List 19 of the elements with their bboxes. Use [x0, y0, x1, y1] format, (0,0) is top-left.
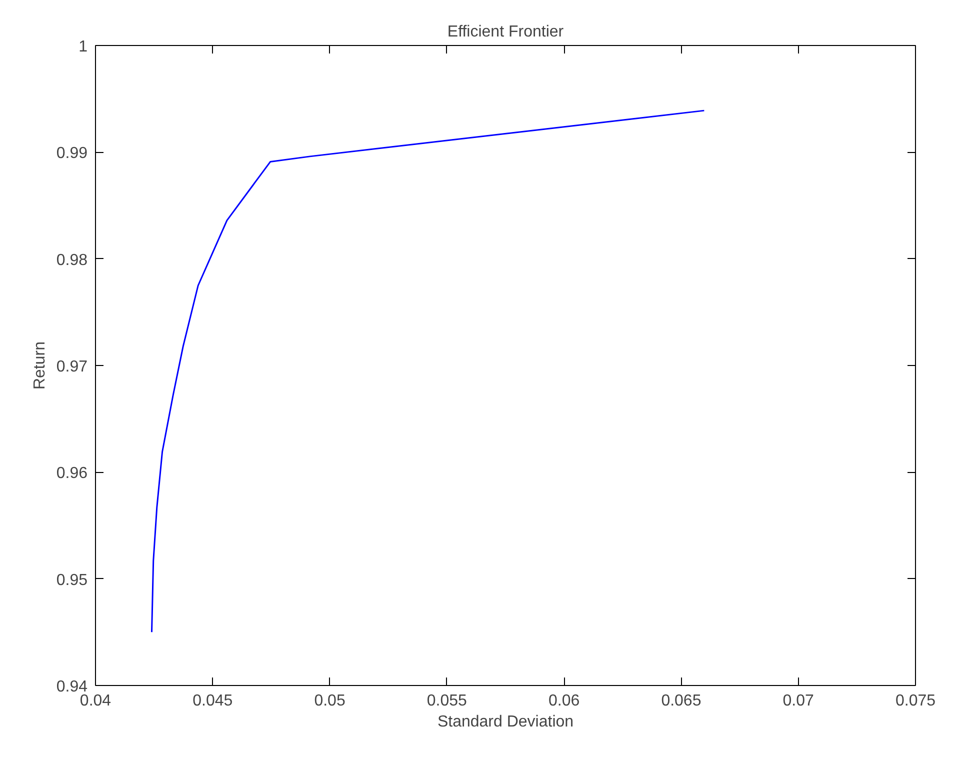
- y-tick-label: 1: [78, 38, 88, 56]
- y-tick-label: 0.96: [56, 465, 88, 482]
- y-axis-title: Return: [31, 341, 48, 390]
- x-tick-label: 0.045: [192, 692, 233, 710]
- x-tick-label: 0.07: [782, 692, 814, 710]
- x-tick-label: 0.055: [426, 692, 468, 710]
- line-series: [150, 110, 705, 633]
- y-tick-label: 0.99: [56, 145, 88, 162]
- y-tick-label: 0.94: [56, 678, 88, 696]
- x-tick-label: 0.06: [548, 692, 580, 710]
- x-tick-label: 0.065: [661, 692, 702, 710]
- x-axis-title: Standard Deviation: [437, 714, 574, 730]
- y-tick-label: 0.95: [56, 572, 88, 589]
- chart-title: Efficient Frontier: [447, 24, 564, 40]
- y-tick-label: 0.98: [56, 252, 88, 269]
- x-tick-label: 0.05: [314, 692, 346, 710]
- x-tick-label: 0.04: [80, 692, 112, 710]
- x-tick-label: 0.075: [895, 692, 936, 710]
- y-tick-label: 0.97: [56, 358, 88, 376]
